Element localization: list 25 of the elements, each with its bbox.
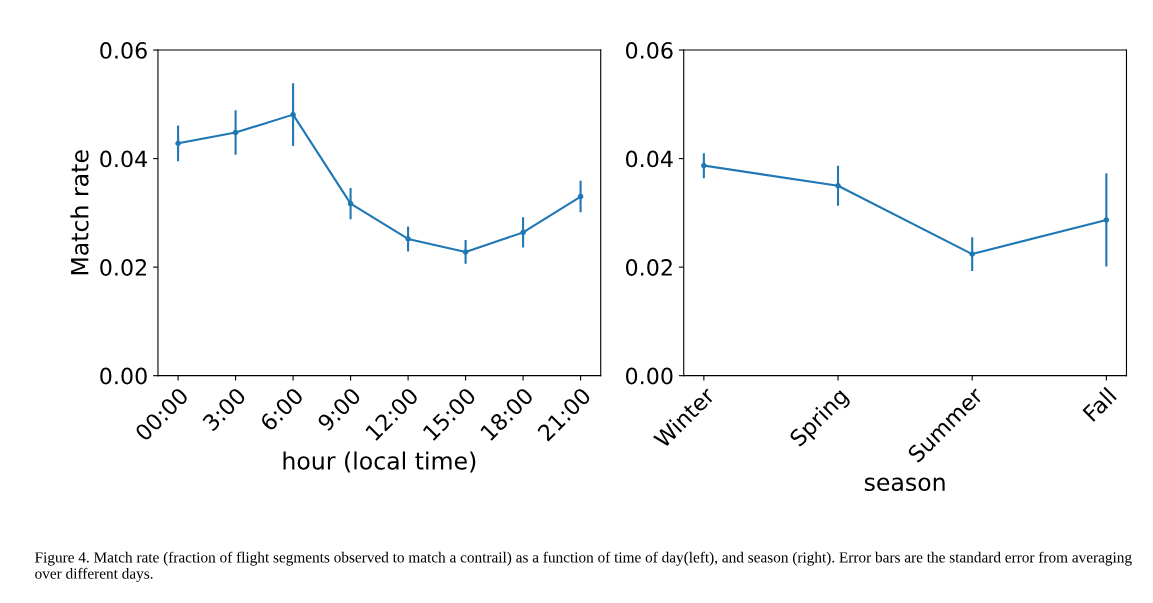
caption: Figure 4. Match rate (fraction of flight segments observed to match a contrail) as a function of time of day(left), and season (right). Error bars are the standard error from averaging over different days. (35, 551, 1132, 582)
point (347, 200, 354, 207)
point (462, 249, 469, 255)
y-tick-label: 0.04 (100, 150, 147, 168)
point (232, 129, 239, 136)
x-axis-title: hour (local time) (283, 451, 476, 473)
y-tick-label: 0.02 (625, 259, 672, 276)
x-axis-title: season (864, 477, 945, 492)
point (701, 162, 707, 169)
y-tick-label: 0.02 (100, 259, 147, 276)
y-tick-label: 0.00 (100, 367, 147, 385)
point (405, 236, 411, 242)
x-tick-label: Fall (1081, 386, 1118, 422)
point (290, 111, 296, 118)
point (835, 182, 841, 189)
y-axis-title: Match rate (70, 150, 89, 275)
y-tick-label: 0.06 (100, 42, 147, 59)
y-tick-label: 0.06 (625, 42, 673, 59)
point (175, 140, 181, 147)
point (1103, 217, 1110, 223)
point (577, 193, 584, 200)
y-tick-label: 0.00 (625, 367, 673, 385)
point (969, 251, 975, 257)
y-tick-label: 0.04 (625, 150, 673, 168)
point (520, 229, 526, 236)
